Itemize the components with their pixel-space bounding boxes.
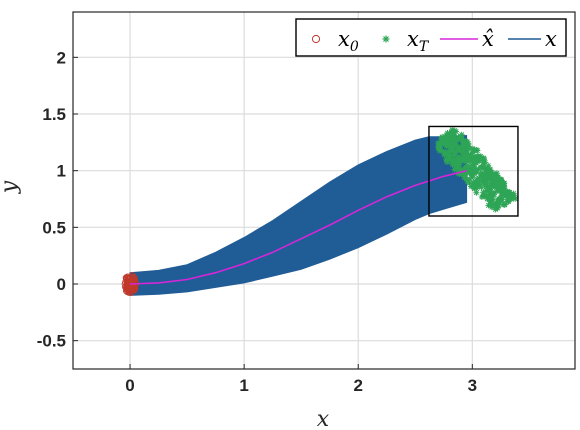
final-state-box [428, 125, 519, 217]
x-tick-label: 2 [353, 376, 362, 395]
final-state-marker [487, 173, 494, 180]
final-state-marker [448, 146, 455, 152]
trajectory-envelope [129, 134, 468, 296]
trajectory-band [129, 134, 468, 296]
final-state-marker [470, 180, 477, 186]
final-state-marker [498, 176, 505, 183]
final-state-marker [485, 188, 492, 195]
y-axis-label: y [0, 180, 22, 194]
final-state-marker [455, 156, 462, 162]
final-state-marker [471, 163, 478, 170]
final-state-marker [451, 166, 458, 173]
final-state-marker [501, 182, 507, 189]
x-axis-label: x [317, 407, 330, 430]
final-state-marker [480, 161, 487, 167]
final-state-marker [474, 153, 481, 160]
y-tick-label: 0.5 [42, 218, 66, 237]
mean-trajectory-line [129, 169, 467, 285]
final-state-marker [501, 192, 508, 199]
x-tick-label: 0 [125, 376, 134, 395]
final-state-marker [481, 173, 488, 180]
final-state-marker [463, 138, 469, 145]
final-state-marker [466, 168, 473, 175]
final-state-marker [491, 191, 498, 198]
final-state-markers [435, 126, 519, 213]
final-state-marker [447, 140, 453, 147]
final-state-marker [446, 151, 453, 158]
y-tick-label: 0 [57, 275, 66, 294]
legend-x0-label: x0 [338, 27, 359, 55]
initial-state-markers [121, 272, 140, 296]
legend-box [295, 18, 567, 57]
legend: x0 xT x̂ x [295, 18, 567, 57]
tick-labels: 0 1 2 3 -0.5 0 0.5 1 1.5 2 [37, 48, 477, 395]
final-state-marker [468, 172, 475, 179]
final-state-marker [495, 195, 502, 202]
final-state-marker [493, 203, 500, 210]
legend-xhat-label: x̂ [482, 27, 494, 51]
y-tick-label: 2 [57, 48, 66, 67]
final-state-marker [450, 129, 457, 136]
final-state-marker [444, 135, 451, 142]
final-state-marker [465, 152, 472, 159]
final-state-marker [494, 187, 501, 194]
final-state-marker [439, 135, 445, 141]
legend-xT-marker [382, 35, 390, 43]
y-tick-label: 1 [57, 162, 66, 181]
x-tick-label: 1 [239, 376, 248, 395]
y-tick-label: 1.5 [42, 105, 66, 124]
final-state-marker [453, 128, 460, 135]
final-state-marker [496, 181, 503, 188]
final-state-marker [480, 189, 487, 196]
legend-x0-marker [311, 34, 321, 44]
x-tick-label: 3 [468, 376, 477, 395]
legend-xT-label: xT [407, 27, 430, 55]
final-state-marker [461, 175, 468, 181]
final-state-marker [437, 144, 443, 151]
final-state-marker [510, 190, 517, 197]
final-state-marker [442, 148, 449, 155]
y-tick-label: -0.5 [37, 332, 66, 351]
final-state-marker [453, 141, 460, 148]
axes-frame [72, 11, 576, 370]
legend-x-label: x [545, 27, 557, 51]
final-state-marker [504, 189, 510, 195]
final-state-marker [448, 158, 455, 165]
final-state-marker [491, 180, 498, 187]
final-state-marker [473, 189, 480, 196]
final-state-marker [486, 196, 493, 202]
final-state-marker [451, 151, 458, 158]
final-state-marker [466, 143, 472, 150]
mean-trajectory [129, 169, 467, 285]
final-state-marker [455, 133, 462, 140]
final-state-marker [477, 170, 484, 177]
